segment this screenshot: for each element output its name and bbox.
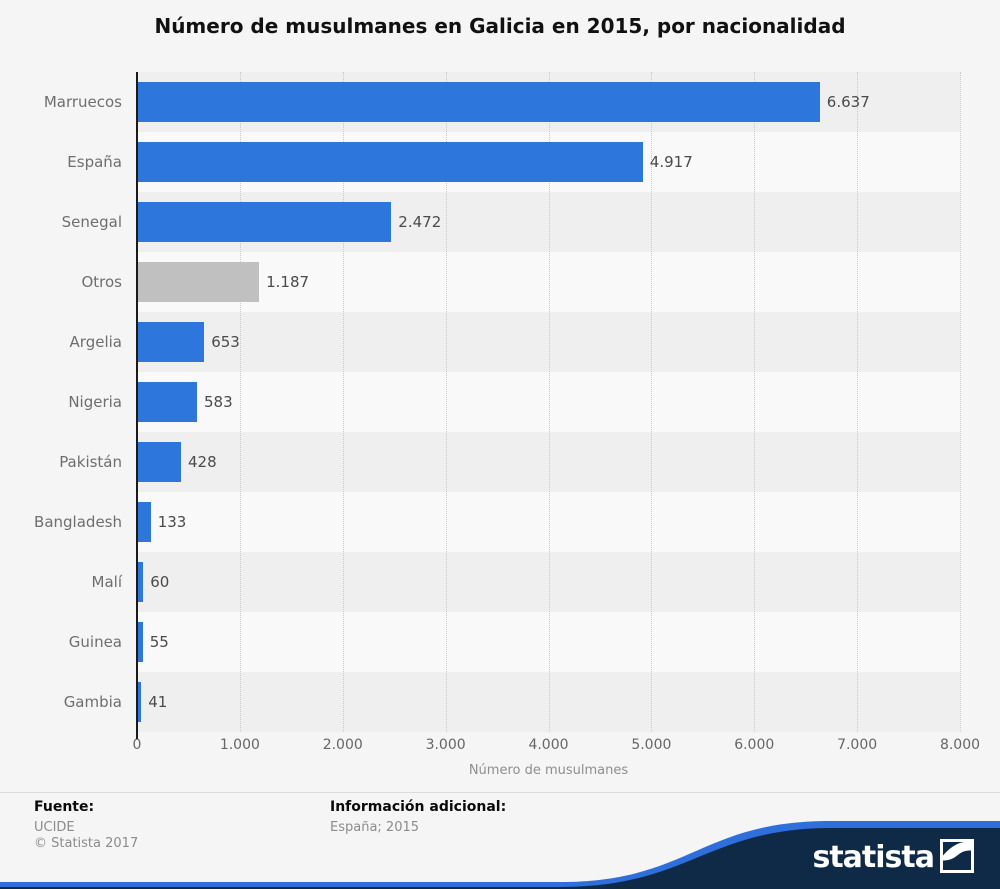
- bar: [137, 262, 260, 302]
- bar: [137, 622, 143, 662]
- additional-info-label: Información adicional:: [330, 799, 507, 815]
- bar-chart: Marruecos 6.637 España 4.917 Senegal 2.472 Otr…: [0, 72, 1000, 739]
- source-label: Fuente:: [34, 799, 95, 815]
- statista-logo-icon: [940, 839, 974, 873]
- bar: [137, 442, 181, 482]
- bar: [137, 502, 151, 542]
- row-band: 41: [137, 672, 960, 732]
- chart-row: Otros 1.187: [0, 252, 1000, 312]
- category-label: Nigeria: [68, 393, 122, 411]
- bar-value-label: 6.637: [826, 93, 870, 111]
- row-band: 4.917: [137, 132, 960, 192]
- x-tick-label: 5.000: [631, 737, 672, 753]
- bar-value-label: 41: [148, 693, 168, 711]
- bar: [137, 682, 142, 722]
- x-tick-label: 7.000: [837, 737, 878, 753]
- bar-value-label: 583: [204, 393, 233, 411]
- chart-row: Nigeria 583: [0, 372, 1000, 432]
- y-axis-line: [136, 72, 138, 739]
- category-label: Bangladesh: [34, 513, 122, 531]
- chart-row: Guinea 55: [0, 612, 1000, 672]
- bar-value-label: 133: [157, 513, 187, 531]
- x-tick-label: 8.000: [939, 737, 981, 753]
- row-band: 133: [137, 492, 960, 552]
- category-label: Pakistán: [59, 453, 122, 471]
- chart-row: Argelia 653: [0, 312, 1000, 372]
- row-band: 1.187: [137, 252, 960, 312]
- x-tick-label: 2.000: [322, 737, 363, 753]
- bar-value-label: 1.187: [266, 273, 310, 291]
- row-band: 2.472: [137, 192, 960, 252]
- chart-row: Pakistán 428: [0, 432, 1000, 492]
- statista-wordmark: statista: [812, 840, 935, 875]
- chart-rows: Marruecos 6.637 España 4.917 Senegal 2.472 Otr…: [0, 72, 1000, 732]
- category-label: Otros: [81, 273, 122, 291]
- bar: [137, 322, 205, 362]
- row-band: 428: [137, 432, 960, 492]
- bar-value-label: 428: [188, 453, 217, 471]
- x-tick-label: 6.000: [734, 737, 775, 753]
- additional-info-value: España; 2015: [330, 820, 420, 835]
- category-label: Marruecos: [43, 93, 122, 111]
- x-axis-ticks: 0 1.000 2.000 3.000 4.000 5.000 6.000 7.000 8.00…: [133, 737, 981, 757]
- category-label: Argelia: [69, 333, 122, 351]
- page-title: Número de musulmanes en Galicia en 2015,…: [154, 14, 846, 38]
- chart-row: Senegal 2.472: [0, 192, 1000, 252]
- row-band: 60: [137, 552, 960, 612]
- chart-row: Bangladesh 133: [0, 492, 1000, 552]
- statista-banner-wave: [0, 821, 1000, 889]
- chart-row: Marruecos 6.637: [0, 72, 1000, 132]
- x-tick-label: 3.000: [425, 737, 466, 753]
- x-tick-label: 1.000: [219, 737, 260, 753]
- category-label: Malí: [91, 573, 122, 591]
- row-band: 583: [137, 372, 960, 432]
- x-tick-label: 0: [132, 737, 142, 753]
- category-label: Gambia: [63, 693, 122, 711]
- bar: [137, 82, 820, 122]
- category-label: España: [67, 153, 122, 171]
- row-band: 6.637: [137, 72, 960, 132]
- bar: [137, 142, 643, 182]
- footer-divider: [0, 792, 1000, 793]
- x-axis-title: Número de musulmanes: [468, 763, 629, 778]
- bar: [137, 562, 144, 602]
- chart-row: Malí 60: [0, 552, 1000, 612]
- bar: [137, 202, 392, 242]
- category-label: Senegal: [61, 213, 122, 231]
- row-band: 55: [137, 612, 960, 672]
- bar-value-label: 55: [149, 633, 169, 651]
- chart-row: España 4.917: [0, 132, 1000, 192]
- copyright-text: © Statista 2017: [34, 836, 139, 851]
- x-tick-label: 4.000: [528, 737, 569, 753]
- row-band: 653: [137, 312, 960, 372]
- bar-value-label: 653: [211, 333, 240, 351]
- bar-value-label: 60: [150, 573, 170, 591]
- chart-row: Gambia 41: [0, 672, 1000, 732]
- bar: [137, 382, 197, 422]
- bar-value-label: 2.472: [398, 213, 442, 231]
- bar-value-label: 4.917: [649, 153, 693, 171]
- category-label: Guinea: [68, 633, 122, 651]
- source-value: UCIDE: [34, 820, 75, 835]
